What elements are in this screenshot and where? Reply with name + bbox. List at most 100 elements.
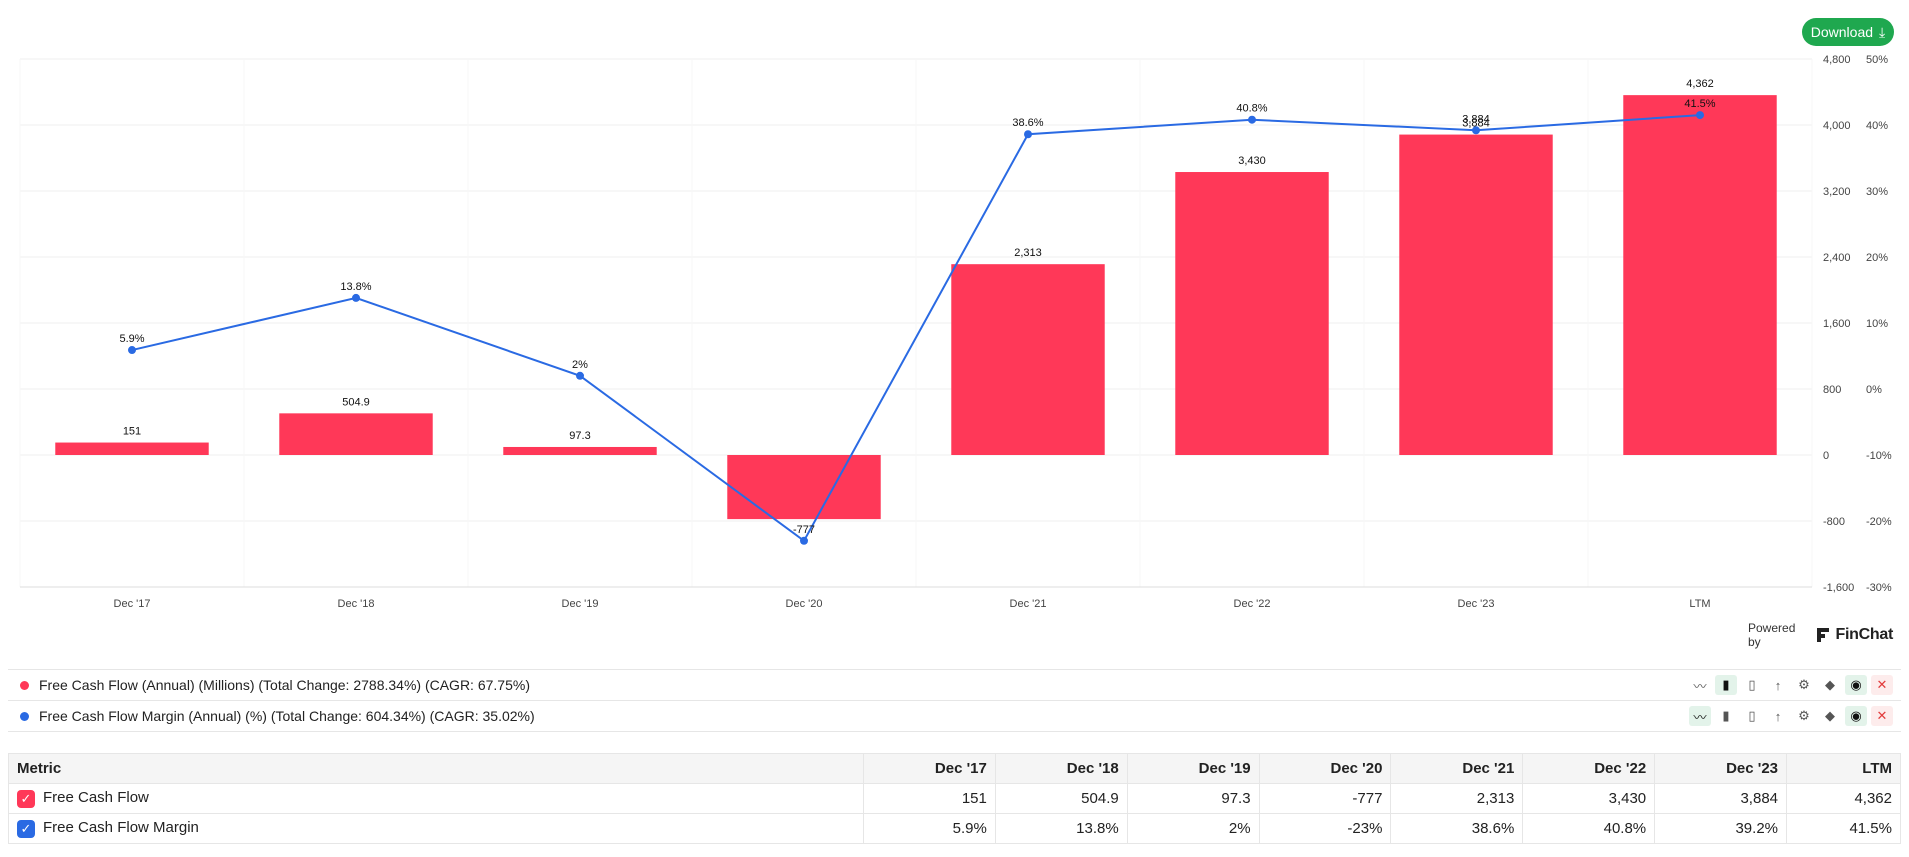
line-type-icon[interactable]: 〰	[1689, 706, 1711, 726]
y-left-tick-label: 1,600	[1823, 318, 1851, 330]
table-cell: 151	[863, 783, 996, 814]
download-button[interactable]: Download ⤓	[1802, 18, 1894, 46]
gear-icon[interactable]: ⚙	[1798, 708, 1810, 723]
stacked-bar-icon[interactable]: ▯	[1748, 708, 1756, 723]
bar-free-cash-flow	[1399, 134, 1553, 455]
line-point-free-cash-flow-margin	[1696, 111, 1704, 120]
y-left-tick-label: 800	[1823, 384, 1841, 396]
tag-icon[interactable]: ◆	[1825, 708, 1835, 723]
table-cell: 97.3	[1126, 783, 1260, 814]
table-row: ✓ Free Cash Flow 151 504.9 97.3 -777 2,31…	[8, 783, 1901, 814]
column-header: Dec '19	[1126, 753, 1260, 784]
table-cell: 39.2%	[1654, 813, 1788, 844]
table-cell: 41.5%	[1786, 813, 1901, 844]
axis-layer: 4,800 50% 4,000 40% 3,200 30% 2,400 20% 1,600 10%…	[114, 54, 1892, 610]
bar-data-label: 3,884	[1462, 118, 1490, 130]
line-point-free-cash-flow-margin	[1472, 126, 1480, 135]
bar-free-cash-flow	[55, 442, 209, 455]
y-left-tick-label: 2,400	[1823, 252, 1851, 264]
gear-icon[interactable]: ⚙	[1798, 677, 1810, 692]
line-point-free-cash-flow-margin	[352, 293, 360, 302]
table-cell: 2%	[1126, 813, 1260, 844]
table-cell: 4,362	[1786, 783, 1901, 814]
bar-free-cash-flow	[727, 455, 881, 520]
stacked-bar-icon[interactable]: ▯	[1748, 677, 1756, 692]
line-data-label: 5.9%	[119, 333, 144, 345]
bar-data-label: 97.3	[569, 430, 590, 442]
bar-type-icon[interactable]: ▮	[1722, 708, 1730, 723]
download-icon: ⤓	[1879, 23, 1886, 40]
tag-icon[interactable]: ◆	[1825, 677, 1835, 692]
eye-icon[interactable]: ◉	[1845, 675, 1867, 695]
table-cell: 3,430	[1522, 783, 1656, 814]
bar-layer	[55, 95, 1777, 520]
bar-data-label: 3,430	[1238, 155, 1266, 167]
line-point-free-cash-flow-margin	[128, 346, 136, 355]
column-header: Dec '20	[1258, 753, 1392, 784]
axis-icon[interactable]: ↑	[1774, 708, 1782, 724]
legend-text: Free Cash Flow Margin (Annual) (%) (Tota…	[39, 708, 535, 724]
bar-data-label: 2,313	[1014, 247, 1042, 259]
bar-data-label: 504.9	[342, 396, 370, 408]
metric-cell: ✓ Free Cash Flow Margin	[8, 813, 864, 844]
x-tick-label: Dec '18	[338, 598, 375, 610]
powered-by-label: Powered by	[1748, 621, 1796, 649]
bar-free-cash-flow	[279, 413, 433, 455]
close-icon[interactable]: ✕	[1871, 706, 1893, 726]
y-right-tick-label: 50%	[1866, 54, 1888, 66]
line-point-free-cash-flow-margin	[1248, 115, 1256, 124]
table-cell: 38.6%	[1390, 813, 1524, 844]
axis-icon[interactable]: ↑	[1774, 677, 1782, 693]
column-header: Dec '23	[1654, 753, 1788, 784]
line-type-icon[interactable]: 〰	[1693, 678, 1707, 694]
line-layer	[128, 111, 1704, 545]
eye-icon[interactable]: ◉	[1845, 706, 1867, 726]
close-icon[interactable]: ✕	[1871, 675, 1893, 695]
checkbox-free-cash-flow-margin[interactable]: ✓	[17, 819, 35, 838]
legend-dot	[20, 680, 29, 690]
y-left-tick-label: 4,000	[1823, 120, 1851, 132]
column-header: Dec '17	[863, 753, 996, 784]
table-cell: 40.8%	[1522, 813, 1656, 844]
bar-data-label: 4,362	[1686, 78, 1714, 90]
x-tick-label: Dec '21	[1010, 598, 1047, 610]
line-data-label: 38.6%	[1012, 117, 1043, 129]
bar-free-cash-flow	[951, 264, 1105, 455]
finchat-logo-icon	[1816, 628, 1829, 642]
y-right-tick-label: 0%	[1866, 384, 1882, 396]
table-cell: -23%	[1258, 813, 1392, 844]
bar-free-cash-flow	[1175, 172, 1329, 455]
table-row: ✓ Free Cash Flow Margin 5.9% 13.8% 2% -23…	[8, 813, 1901, 844]
line-data-label: -777	[793, 524, 815, 536]
metric-name: Free Cash Flow Margin	[43, 819, 199, 837]
legend-row-free-cash-flow-margin: Free Cash Flow Margin (Annual) (%) (Tota…	[8, 700, 1901, 732]
table-cell: 2,313	[1390, 783, 1524, 814]
download-label: Download	[1810, 24, 1874, 40]
y-right-tick-label: -10%	[1866, 450, 1892, 462]
line-data-label: 41.5%	[1684, 98, 1715, 110]
y-left-tick-label: 3,200	[1823, 186, 1851, 198]
column-header: Dec '18	[994, 753, 1128, 784]
x-tick-label: Dec '23	[1458, 598, 1495, 610]
bar-free-cash-flow	[503, 446, 657, 455]
column-header: Dec '22	[1522, 753, 1656, 784]
column-header: Dec '21	[1390, 753, 1524, 784]
bar-type-icon[interactable]: ▮	[1715, 675, 1737, 695]
table-cell: 3,884	[1654, 783, 1788, 814]
y-left-tick-label: 4,800	[1823, 54, 1851, 66]
line-data-label: 13.8%	[340, 281, 371, 293]
metric-cell: ✓ Free Cash Flow	[8, 783, 864, 814]
x-tick-label: Dec '19	[562, 598, 599, 610]
y-right-tick-label: 30%	[1866, 186, 1888, 198]
powered-by: Powered by FinChat	[1748, 621, 1893, 649]
checkbox-free-cash-flow[interactable]: ✓	[17, 789, 35, 808]
line-data-label: 40.8%	[1236, 103, 1267, 115]
x-tick-label: Dec '20	[786, 598, 823, 610]
line-data-label: 3,884	[1462, 113, 1490, 125]
line-point-free-cash-flow-margin	[576, 371, 584, 380]
line-point-free-cash-flow-margin	[1024, 130, 1032, 139]
label-layer: 151 504.9 97.3 2,313 3,430 3,884 4,362 5.9% 13.8…	[119, 78, 1715, 536]
y-right-tick-label: 40%	[1866, 120, 1888, 132]
y-right-tick-label: 20%	[1866, 252, 1888, 264]
line-data-label: 2%	[572, 359, 588, 371]
